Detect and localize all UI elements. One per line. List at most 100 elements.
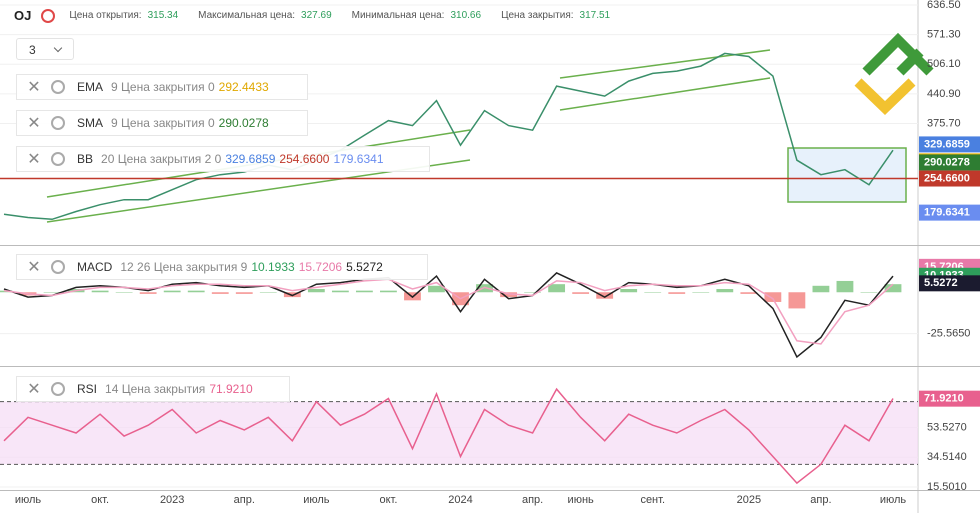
x-tick-label: апр. <box>234 494 255 506</box>
settings-icon[interactable] <box>51 260 65 274</box>
histogram-bar <box>572 292 590 294</box>
remove-icon[interactable]: ✕ <box>27 79 41 96</box>
x-tick-label: июль <box>303 494 330 506</box>
histogram-bar <box>500 292 517 298</box>
interval-dropdown[interactable]: 3 <box>16 38 74 60</box>
legend-params: 14 Цена закрытия <box>105 382 206 396</box>
clock-icon <box>41 8 56 23</box>
histogram-bar <box>548 284 566 293</box>
y-tick-label: 375.70 <box>927 117 961 129</box>
field-value: 315.34 <box>147 10 179 21</box>
legend-name: RSI <box>77 382 98 396</box>
histogram-bar <box>812 285 830 293</box>
x-tick-label: 2024 <box>448 494 472 506</box>
histogram-bar <box>43 292 61 293</box>
histogram-bar <box>692 292 710 293</box>
legend-value: 10.1933 <box>251 260 295 274</box>
field-label: Максимальная цена: <box>198 10 296 21</box>
remove-icon[interactable]: ✕ <box>27 259 41 276</box>
legend-params: 20 Цена закрытия 2 0 <box>101 152 222 166</box>
x-tick-label: июнь <box>568 494 594 506</box>
x-tick-label: окт. <box>379 494 397 506</box>
legend-value: 5.5272 <box>346 260 383 274</box>
value-badge-label: 5.5272 <box>924 277 958 289</box>
legend-sma: ✕ SMA 9 Цена закрытия 0 290.0278 <box>16 110 308 136</box>
legend-value: 290.0278 <box>218 116 269 130</box>
legend-value: 329.6859 <box>225 152 276 166</box>
histogram-bar <box>596 292 614 299</box>
header: OJ Цена открытия: 315.34 Максимальная цен… <box>14 8 624 23</box>
settings-icon[interactable] <box>51 152 65 166</box>
field-label: Цена закрытия: <box>501 10 574 21</box>
field-label: Цена открытия: <box>69 10 142 21</box>
histogram-bar <box>836 280 854 293</box>
legend-name: SMA <box>77 116 104 130</box>
y-tick-label: -25.5650 <box>927 327 970 339</box>
x-tick-label: сент. <box>640 494 665 506</box>
histogram-bar <box>764 292 782 302</box>
histogram-bar <box>259 292 277 293</box>
value-badge-label: 329.6859 <box>924 138 970 150</box>
histogram-bar <box>884 284 902 293</box>
legend-value: 292.4433 <box>218 80 269 94</box>
value-badge-label: 290.0278 <box>924 156 970 168</box>
legend-name: EMA <box>77 80 104 94</box>
value-badge <box>919 204 980 221</box>
histogram-bar <box>788 292 806 309</box>
histogram-bar <box>163 290 181 293</box>
value-badge <box>919 390 980 407</box>
x-tick-label: июль <box>880 494 907 506</box>
remove-icon[interactable]: ✕ <box>27 151 41 168</box>
series-line <box>3 387 894 485</box>
histogram-bar <box>139 292 157 294</box>
histogram-bar <box>668 292 686 294</box>
legend-name: BB <box>77 152 94 166</box>
y-tick-label: 15.5010 <box>927 481 967 493</box>
field-value: 327.69 <box>301 10 332 21</box>
y-tick-label: 53.5270 <box>927 421 967 433</box>
legend-value: 71.9210 <box>209 382 253 396</box>
histogram-bar <box>620 289 638 293</box>
legend-name: MACD <box>77 260 113 274</box>
logo-yellow <box>854 78 916 115</box>
legend-params: 9 Цена закрытия 0 <box>111 80 215 94</box>
value-badge <box>919 170 980 187</box>
series-line <box>3 52 894 221</box>
legend-ema: ✕ EMA 9 Цена закрытия 0 292.4433 <box>16 74 308 100</box>
x-tick-label: апр. <box>522 494 543 506</box>
histogram-bar <box>115 292 133 293</box>
x-tick-label: окт. <box>91 494 109 506</box>
value-badge <box>919 275 980 292</box>
settings-icon[interactable] <box>51 116 65 130</box>
histogram-bar <box>211 292 229 294</box>
field-label: Минимальная цена: <box>351 10 445 21</box>
field-value: 310.66 <box>450 10 482 21</box>
settings-icon[interactable] <box>51 382 65 396</box>
legend-value: 254.6600 <box>279 152 330 166</box>
level-band <box>0 401 918 465</box>
remove-icon[interactable]: ✕ <box>27 115 41 132</box>
x-tick-label: 2023 <box>160 494 184 506</box>
histogram-bar <box>307 289 325 293</box>
histogram-bar <box>331 290 349 293</box>
legend-bb: ✕ BB 20 Цена закрытия 2 0 329.6859 254.6600 1… <box>16 146 430 172</box>
series-line <box>3 278 894 345</box>
histogram-bar <box>235 292 253 294</box>
histogram-bar <box>428 285 445 293</box>
histogram-bar <box>860 292 878 293</box>
histogram-bar <box>644 292 662 293</box>
field-value: 317.51 <box>579 10 611 21</box>
x-tick-label: 2025 <box>737 494 761 506</box>
y-tick-label: 440.90 <box>927 88 961 100</box>
legend-value: 15.7206 <box>298 260 343 274</box>
settings-icon[interactable] <box>51 80 65 94</box>
channel-line <box>559 77 771 111</box>
remove-icon[interactable]: ✕ <box>27 381 41 398</box>
value-badge <box>919 154 980 171</box>
series-line <box>3 272 894 359</box>
histogram-bar <box>187 290 205 293</box>
value-badge-label: 71.9210 <box>924 393 964 405</box>
x-tick-label: апр. <box>810 494 831 506</box>
